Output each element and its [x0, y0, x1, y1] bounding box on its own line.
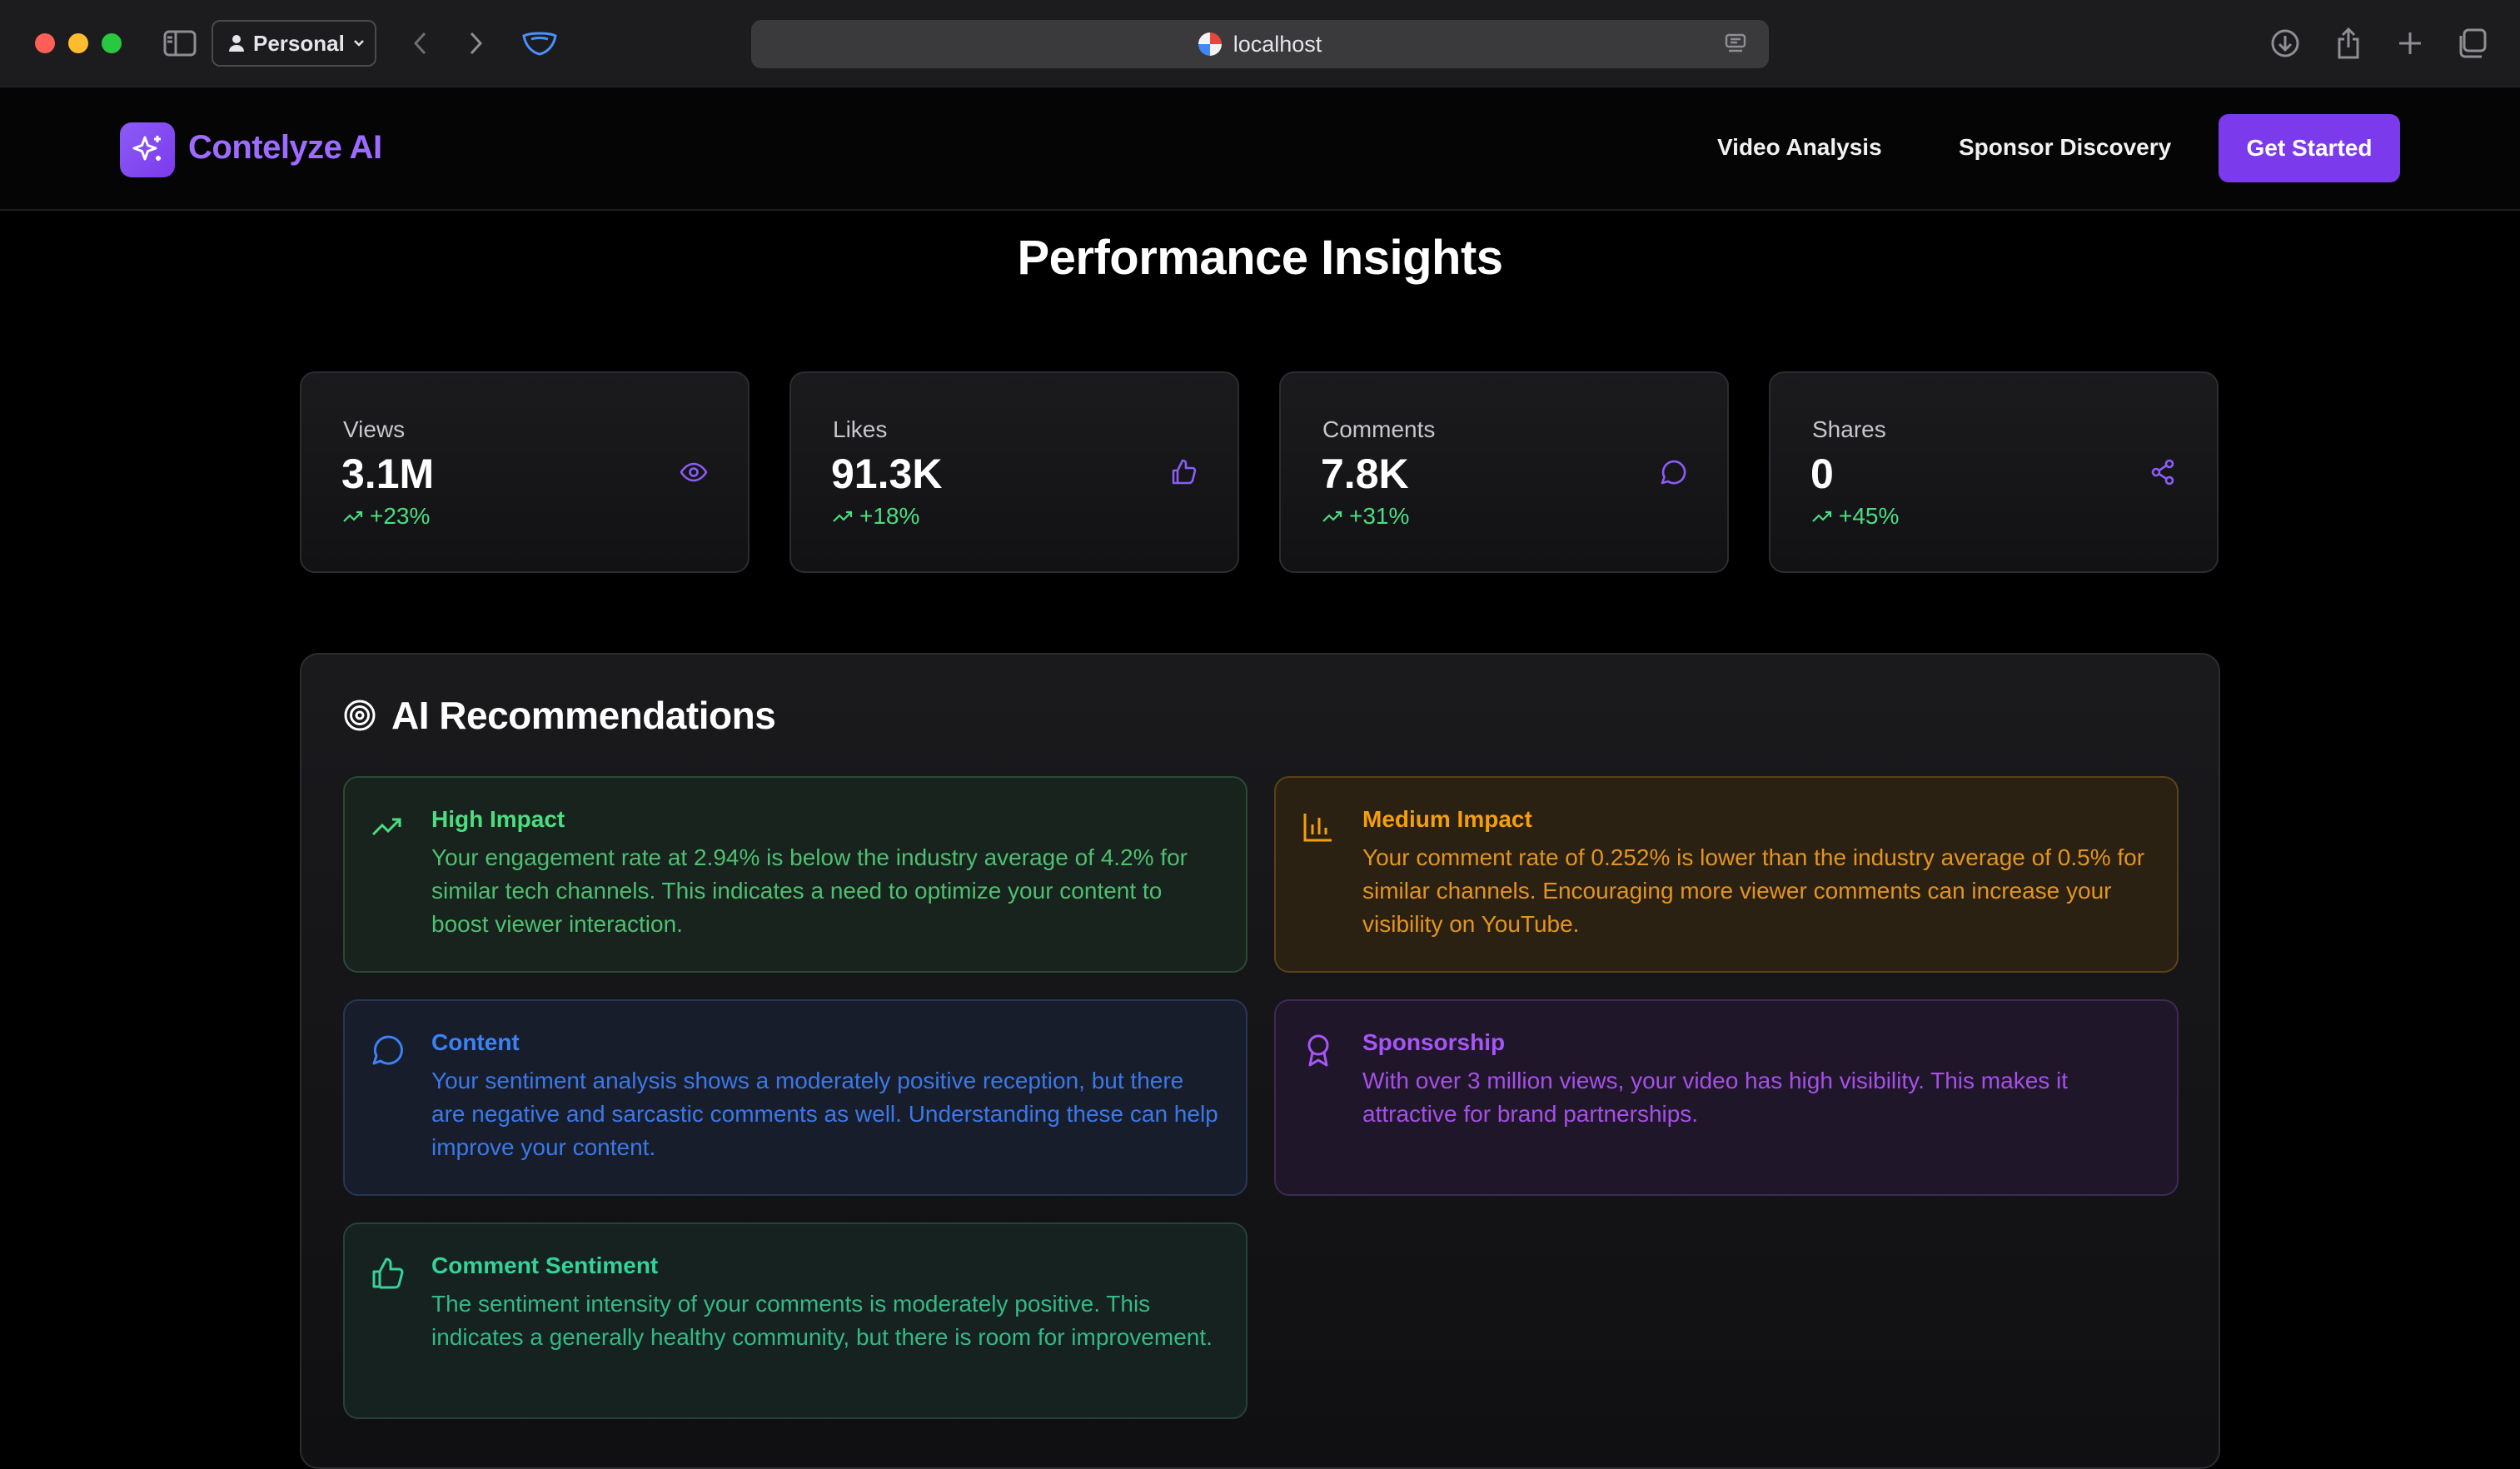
thumbs-up-icon: [1169, 458, 1198, 486]
minimize-window-button[interactable]: [68, 33, 88, 53]
recommendation-text: The sentiment intensity of your comments…: [431, 1291, 1213, 1350]
comment-icon: [370, 1033, 405, 1068]
recommendation-card-high-impact: High Impact Your engagement rate at 2.94…: [343, 776, 1248, 973]
trending-up-icon: [1322, 510, 1342, 522]
nav-sponsor-discovery[interactable]: Sponsor Discovery: [1959, 134, 2172, 160]
stat-label: Shares: [1812, 416, 1886, 442]
recommendation-text: With over 3 million views, your video ha…: [1362, 1068, 2069, 1127]
recommendation-card-content: Content Your sentiment analysis shows a …: [343, 999, 1248, 1196]
recommendation-text: Your sentiment analysis shows a moderate…: [431, 1068, 1218, 1160]
profile-button[interactable]: Personal: [212, 20, 376, 67]
share-icon[interactable]: [2332, 27, 2365, 60]
reader-mode-icon[interactable]: [1724, 32, 1747, 56]
recommendation-card-comment-sentiment: Comment Sentiment The sentiment intensit…: [343, 1223, 1248, 1419]
recommendation-text: Your comment rate of 0.252% is lower tha…: [1362, 844, 2145, 937]
recommendation-title: High Impact: [431, 806, 565, 832]
stat-value: 3.1M: [341, 451, 435, 497]
stat-change: +45%: [1812, 503, 1899, 530]
award-icon: [1301, 1033, 1336, 1068]
site-favicon-icon: [1198, 32, 1222, 56]
eye-icon: [680, 458, 708, 486]
recommendation-title: Sponsorship: [1362, 1029, 1506, 1055]
trending-up-icon: [1812, 510, 1832, 522]
profile-label: Personal: [253, 30, 345, 56]
zoom-window-button[interactable]: [102, 33, 122, 53]
chevron-down-icon: [353, 40, 364, 47]
stat-label: Views: [343, 416, 406, 442]
page-title: Performance Insights: [1017, 231, 1503, 285]
address-bar[interactable]: localhost: [751, 20, 1769, 68]
comment-icon: [1659, 458, 1687, 486]
recommendation-text: Your engagement rate at 2.94% is below t…: [431, 844, 1188, 937]
sidebar-toggle-icon[interactable]: [163, 28, 197, 58]
browser-toolbar: Personal localhost: [0, 0, 2520, 87]
stat-value: 0: [1810, 451, 1834, 497]
trending-up-icon: [343, 510, 363, 522]
stat-card-likes: Likes 91.3K +18%: [789, 371, 1239, 573]
close-window-button[interactable]: [35, 33, 55, 53]
recommendation-title: Content: [431, 1029, 520, 1055]
url-text: localhost: [1233, 31, 1322, 57]
nav-video-analysis[interactable]: Video Analysis: [1717, 134, 1882, 160]
person-icon: [229, 35, 244, 52]
recommendation-card-sponsorship: Sponsorship With over 3 million views, y…: [1274, 999, 2179, 1196]
new-tab-plus-icon[interactable]: [2393, 27, 2427, 60]
trending-up-icon: [833, 510, 853, 522]
stat-value: 91.3K: [831, 451, 943, 497]
stat-card-shares: Shares 0 +45%: [1769, 371, 2219, 573]
tab-overview-icon[interactable]: [2455, 27, 2488, 60]
recommendation-title: Medium Impact: [1362, 806, 1532, 832]
share-icon: [2149, 458, 2177, 486]
bar-chart-icon: [1301, 809, 1336, 844]
stat-label: Likes: [833, 416, 888, 442]
stat-change: +31%: [1322, 503, 1409, 530]
stat-change: +18%: [833, 503, 919, 530]
stat-card-comments: Comments 7.8K +31%: [1279, 371, 1729, 573]
recommendation-title: Comment Sentiment: [431, 1252, 659, 1278]
stat-change: +23%: [343, 503, 430, 530]
privacy-shield-icon[interactable]: [520, 27, 560, 60]
site-header: Contelyze AI Video Analysis Sponsor Disc…: [0, 87, 2520, 211]
brand-name[interactable]: Contelyze AI: [188, 129, 382, 166]
ai-recommendations-heading: AI Recommendations: [343, 693, 776, 738]
target-icon: [344, 700, 376, 731]
forward-arrow-icon[interactable]: [460, 27, 493, 60]
stat-label: Comments: [1322, 416, 1436, 442]
get-started-button[interactable]: Get Started: [2219, 114, 2400, 182]
recommendation-card-medium-impact: Medium Impact Your comment rate of 0.252…: [1274, 776, 2179, 973]
download-icon[interactable]: [2268, 27, 2302, 60]
sparkles-logo-icon[interactable]: [120, 122, 175, 177]
stat-card-views: Views 3.1M +23%: [300, 371, 750, 573]
back-arrow-icon[interactable]: [403, 27, 436, 60]
trending-up-icon: [370, 809, 405, 844]
stat-value: 7.8K: [1321, 451, 1409, 497]
thumbs-up-icon: [370, 1256, 405, 1291]
